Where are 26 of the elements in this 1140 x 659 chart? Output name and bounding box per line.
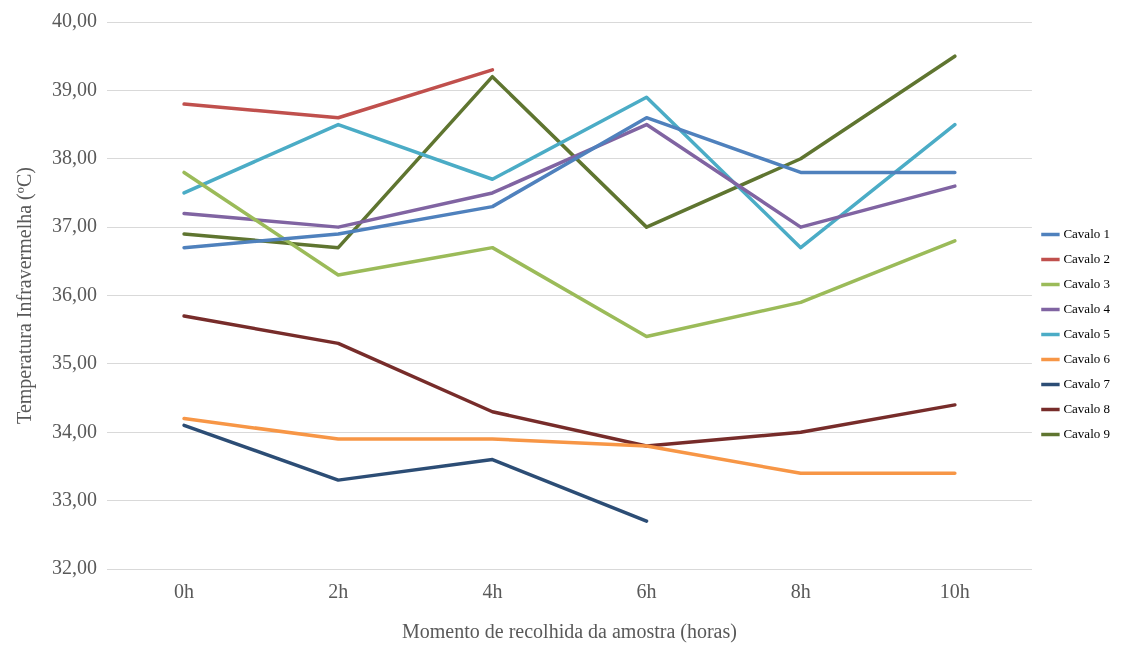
y-tick-label: 37,00 (52, 214, 97, 237)
x-tick-label: 4h (482, 580, 503, 603)
x-tick-label: 6h (636, 580, 657, 603)
legend-label: Cavalo 5 (1063, 325, 1111, 341)
x-tick-label: 0h (174, 580, 195, 603)
legend-label: Cavalo 8 (1063, 400, 1111, 416)
x-tick-label: 2h (328, 580, 349, 603)
legend-label: Cavalo 9 (1063, 425, 1111, 441)
x-axis-title: Momento de recolhida da amostra (horas) (402, 620, 737, 644)
legend-label: Cavalo 4 (1063, 300, 1111, 316)
legend-label: Cavalo 7 (1063, 375, 1111, 391)
y-tick-label: 35,00 (52, 351, 97, 374)
y-tick-label: 34,00 (52, 419, 97, 442)
y-tick-label: 33,00 (52, 487, 97, 510)
x-tick-label: 10h (939, 580, 970, 603)
x-tick-label: 8h (790, 580, 811, 603)
y-tick-label: 32,00 (52, 556, 97, 579)
y-tick-label: 38,00 (52, 146, 97, 168)
legend-label: Cavalo 1 (1063, 225, 1111, 241)
legend-label: Cavalo 2 (1063, 250, 1111, 266)
legend-label: Cavalo 6 (1063, 350, 1111, 366)
y-tick-label: 40,00 (52, 9, 97, 32)
y-axis-title: Temperatura Infravermelha (ºC) (13, 167, 37, 424)
y-tick-label: 39,00 (52, 77, 97, 100)
y-tick-label: 36,00 (52, 282, 97, 305)
legend-label: Cavalo 3 (1063, 275, 1111, 291)
